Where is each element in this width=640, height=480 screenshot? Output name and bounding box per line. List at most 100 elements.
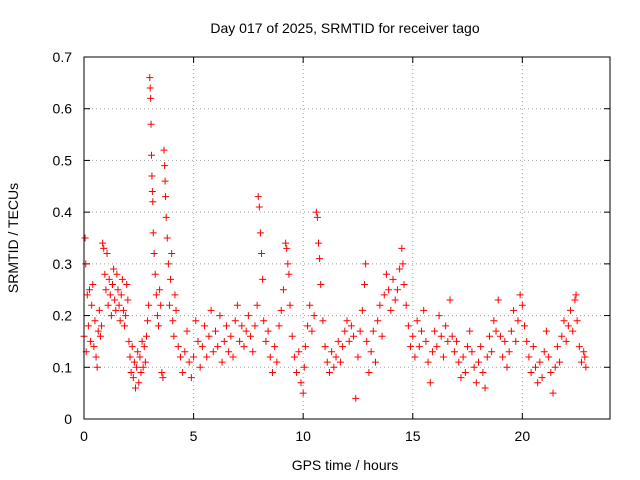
data-point [133, 363, 141, 371]
data-point [286, 301, 294, 309]
data-point [148, 172, 156, 180]
data-point [271, 343, 279, 351]
data-point [152, 291, 160, 299]
data-point [132, 384, 140, 392]
data-point [194, 337, 202, 345]
plot-frame [83, 56, 611, 420]
data-point [110, 265, 118, 273]
data-point [558, 332, 566, 340]
data-point [172, 306, 180, 314]
data-point [262, 337, 270, 345]
data-point [163, 234, 171, 242]
data-point [581, 353, 589, 361]
data-point [146, 84, 154, 92]
data-point [518, 301, 526, 309]
data-point [312, 208, 320, 216]
data-point [433, 343, 441, 351]
data-point [179, 368, 187, 376]
data-point [138, 337, 146, 345]
data-point [446, 296, 454, 304]
data-point [108, 281, 116, 289]
data-point [126, 353, 134, 361]
data-point [94, 327, 102, 335]
data-point [87, 337, 95, 345]
data-point [207, 306, 215, 314]
data-point [198, 343, 206, 351]
data-point [453, 337, 461, 345]
data-point [345, 337, 353, 345]
data-point [483, 353, 491, 361]
data-point [479, 368, 487, 376]
data-point [82, 260, 90, 268]
data-point [393, 286, 401, 294]
data-point [134, 348, 142, 356]
data-point [127, 368, 135, 376]
data-point [146, 74, 154, 82]
data-point [254, 193, 262, 201]
data-point [488, 348, 496, 356]
data-point [490, 317, 498, 325]
data-point [299, 389, 307, 397]
y-tick-label: 0 [64, 411, 72, 427]
data-point [551, 363, 559, 371]
data-point [391, 296, 399, 304]
data-point [378, 332, 386, 340]
data-point [162, 193, 170, 201]
data-point [315, 239, 323, 247]
data-point [142, 332, 150, 340]
data-point [216, 312, 224, 320]
data-point [415, 343, 423, 351]
data-point [404, 322, 412, 330]
data-point [424, 358, 432, 366]
data-point [310, 312, 318, 320]
data-point [158, 368, 166, 376]
axis-ticks: 0 0.1 0.2 0.3 0.4 0.5 0.6 0.7 0 5 10 15 20 [53, 49, 610, 444]
data-point [475, 358, 482, 366]
data-point [284, 260, 292, 268]
chart-title: Day 017 of 2025, SRMTID for receiver tag… [210, 20, 479, 36]
data-point [196, 363, 204, 371]
data-point [567, 306, 575, 314]
data-point [101, 270, 109, 278]
data-point [582, 363, 590, 371]
y-tick-label: 0.4 [53, 204, 73, 220]
data-point [382, 270, 390, 278]
data-point [225, 348, 233, 356]
data-point [387, 306, 395, 314]
data-point [420, 306, 428, 314]
data-point [95, 306, 103, 314]
data-point [89, 281, 97, 289]
data-point [112, 306, 120, 314]
data-point [167, 275, 175, 283]
data-point [137, 368, 145, 376]
data-point [399, 260, 407, 268]
data-point [122, 312, 130, 320]
data-point [363, 337, 371, 345]
data-point [181, 348, 189, 356]
data-point [507, 327, 515, 335]
data-point [536, 358, 544, 366]
data-point [242, 327, 250, 335]
data-point [268, 368, 276, 376]
data-point [361, 281, 369, 289]
data-point [413, 317, 421, 325]
data-point [402, 301, 410, 309]
data-point [304, 322, 312, 330]
grid-lines [84, 57, 610, 419]
data-point [214, 343, 222, 351]
data-point [98, 322, 106, 330]
data-point [231, 317, 239, 325]
data-point [209, 348, 217, 356]
data-point [352, 394, 360, 402]
data-point [380, 291, 388, 299]
data-point [88, 301, 96, 309]
data-point [92, 353, 100, 361]
data-point [114, 286, 122, 294]
data-point [266, 353, 274, 361]
data-point [510, 306, 518, 314]
data-point [531, 363, 539, 371]
data-point [418, 327, 426, 335]
data-point [336, 358, 344, 366]
data-point [140, 343, 148, 351]
data-point [145, 301, 153, 309]
